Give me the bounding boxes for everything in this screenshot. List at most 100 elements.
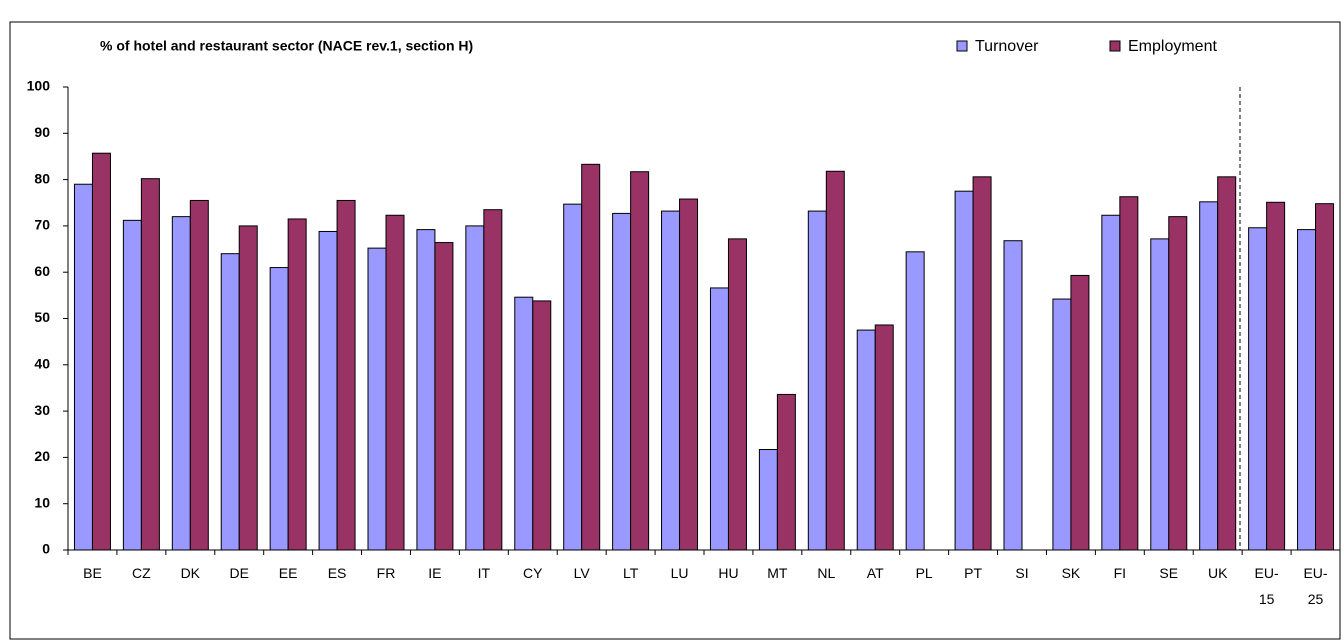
y-tick-label: 60 [34,263,50,279]
legend-swatch [1109,40,1121,52]
x-tick-label: BE [83,565,102,581]
bar [1052,298,1072,551]
bar [434,242,454,551]
x-label-box: SI [1015,565,1029,581]
bar [972,176,992,551]
x-label-box: PT [964,565,982,581]
x-label-box: BE [83,565,102,581]
bar [1003,240,1023,551]
bar [679,198,699,551]
bar [630,171,650,551]
x-tick-label: PT [964,565,982,581]
x-tick-label: NL [817,565,836,581]
x-label-box: AT [866,565,884,581]
legend-label: Employment [1128,38,1217,55]
x-tick-label: CZ [132,565,151,581]
x-label-box: EE [278,565,298,581]
bar [91,152,111,551]
y-tick-label: 100 [27,78,51,94]
bar [1217,176,1237,551]
bar [465,225,485,551]
bar [367,247,387,551]
bar [1248,227,1268,551]
x-tick-label: AT [866,565,884,581]
x-tick-label: DE [229,565,249,581]
x-label-box: EU-25 [1303,565,1328,607]
bar [954,190,974,551]
bar [1199,201,1219,551]
bar [612,212,632,551]
x-tick-label: EE [278,565,298,581]
bar [385,214,405,551]
y-tick-label: 20 [34,448,50,464]
bar [727,238,747,551]
bar [807,210,827,551]
x-tick-label: ES [327,565,347,581]
x-tick-label: PL [915,565,933,581]
x-label-box: IT [477,565,491,581]
bar [709,287,729,551]
x-label-box: ES [327,565,347,581]
x-tick-label: IE [428,565,442,581]
x-label-box: MT [767,565,788,581]
bar [661,210,681,551]
legend-swatch [956,40,968,52]
x-label-box: LU [671,565,689,581]
bar [856,329,876,551]
bar [483,209,503,551]
bar [189,199,209,551]
x-label-box: IE [428,565,442,581]
bar [1119,196,1139,551]
y-tick-label: 90 [34,124,50,140]
bar [416,229,436,551]
x-label-box: SE [1159,565,1178,581]
chart-subtitle: % of hotel and restaurant sector (NACE r… [100,38,473,54]
bar [122,219,142,551]
y-tick-label: 70 [34,217,50,233]
x-label-box: EU-15 [1254,565,1279,607]
bar [238,225,258,551]
bar [1297,229,1317,551]
bar [532,300,552,551]
x-tick-label: SI [1015,565,1029,581]
bar [514,296,534,551]
x-tick-label: EU-15 [1254,565,1279,607]
x-tick-label: IT [477,565,491,581]
x-tick-label: FR [376,565,396,581]
x-tick-label: LV [573,565,590,581]
bar [1101,214,1121,551]
bar [1070,274,1090,551]
x-label-box: UK [1207,565,1228,581]
y-tick-label: 30 [34,402,50,418]
bar [758,449,778,551]
x-tick-label: SK [1061,565,1081,581]
legend-label: Turnover [975,38,1039,55]
bar [825,170,845,551]
bar [269,267,289,551]
bar [1266,201,1286,551]
x-tick-label: FI [1113,565,1127,581]
bar [1150,238,1170,551]
bar [905,251,925,551]
x-label-box: CY [523,565,542,581]
x-tick-label: LT [622,565,639,581]
bar [581,163,601,551]
x-tick-label: EU-25 [1303,565,1328,607]
bar [776,393,796,551]
x-tick-label: MT [767,565,788,581]
x-tick-label: HU [718,565,739,581]
bar [140,178,160,551]
x-tick-label: UK [1207,565,1228,581]
x-label-box: NL [817,565,836,581]
bar [1168,216,1188,551]
y-tick-label: 0 [42,541,50,557]
y-tick-label: 40 [34,356,50,372]
bar [1315,203,1335,551]
bar [287,218,307,551]
bar [220,253,240,551]
bar [171,216,191,551]
x-label-box: CZ [132,565,151,581]
x-label-box: HU [718,565,739,581]
